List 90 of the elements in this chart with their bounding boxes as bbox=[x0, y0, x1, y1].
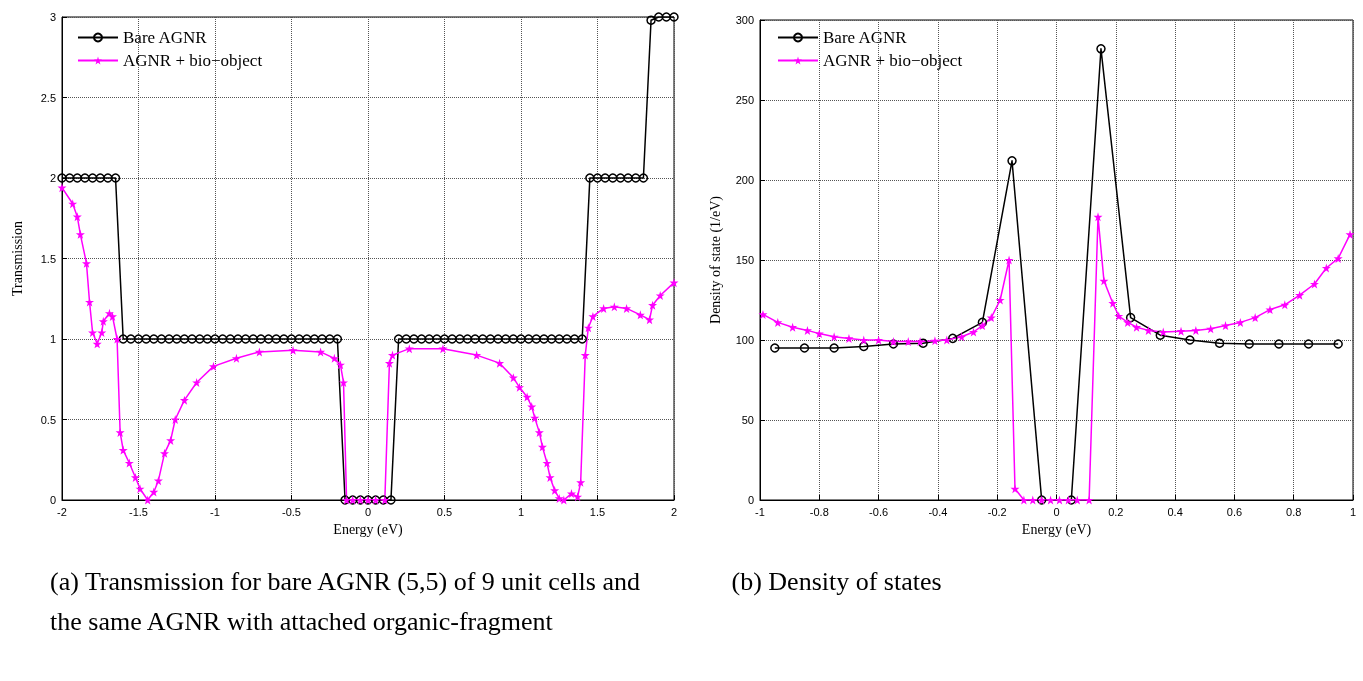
point bbox=[773, 317, 783, 327]
point bbox=[1309, 279, 1319, 289]
y-axis-title: Transmission bbox=[9, 221, 25, 296]
legend-label: AGNR + bio−object bbox=[123, 51, 263, 70]
x-axis-title: Energy (eV) bbox=[333, 521, 403, 538]
x-tick-label: 1.5 bbox=[589, 505, 606, 518]
x-tick-label: -1 bbox=[210, 505, 220, 518]
point bbox=[788, 322, 798, 332]
x-tick-label: 1 bbox=[1349, 505, 1357, 518]
x-tick-label: 0.5 bbox=[436, 505, 453, 518]
x-tick-label: 0.6 bbox=[1226, 505, 1243, 518]
point bbox=[977, 317, 988, 328]
y-tick-label: 50 bbox=[741, 414, 754, 426]
point bbox=[844, 333, 854, 343]
point bbox=[1028, 495, 1038, 505]
text: (a) Transmission for bare AGNR (5,5) of 9 unit cells and the same AGNR with attached organic-fragment bbox=[50, 566, 647, 636]
point bbox=[1123, 317, 1133, 327]
y-tick-label: 2 bbox=[49, 172, 56, 184]
point bbox=[957, 332, 967, 342]
point bbox=[829, 343, 839, 353]
x-tick-label: -0.6 bbox=[869, 505, 889, 518]
y-tick-label: 100 bbox=[735, 334, 754, 346]
x-tick-label: -0.5 bbox=[282, 505, 301, 518]
point bbox=[1333, 339, 1343, 349]
y-tick-label: 2.5 bbox=[40, 91, 56, 104]
point bbox=[995, 295, 1005, 305]
point bbox=[874, 335, 884, 345]
point bbox=[1072, 495, 1082, 505]
y-tick-label: 0.5 bbox=[40, 413, 56, 426]
point bbox=[1063, 495, 1073, 505]
x-tick-label: 0.4 bbox=[1167, 505, 1183, 518]
point bbox=[859, 341, 869, 352]
point bbox=[1321, 263, 1331, 273]
point bbox=[947, 333, 958, 344]
point bbox=[1054, 495, 1064, 505]
point bbox=[1206, 324, 1216, 334]
point bbox=[1235, 317, 1245, 327]
y-tick-label: 200 bbox=[735, 174, 754, 186]
point bbox=[1114, 311, 1124, 321]
x-axis-title: Energy (eV) bbox=[1021, 521, 1092, 538]
legend-label: AGNR + bio−object bbox=[823, 51, 963, 70]
point bbox=[1066, 495, 1077, 505]
point bbox=[1191, 325, 1201, 335]
point bbox=[1303, 339, 1314, 349]
point bbox=[1280, 300, 1290, 310]
point bbox=[1108, 298, 1118, 308]
legend-label: Bare AGNR bbox=[123, 28, 208, 47]
point bbox=[1274, 339, 1284, 349]
point bbox=[1214, 338, 1225, 348]
point bbox=[1084, 495, 1094, 505]
point bbox=[1019, 495, 1029, 505]
x-tick-label: -1.5 bbox=[129, 505, 148, 518]
y-tick-label: 150 bbox=[735, 254, 754, 266]
legend-label: Bare AGNR bbox=[823, 28, 908, 47]
x-tick-label: -0.2 bbox=[987, 505, 1007, 518]
point bbox=[1176, 326, 1186, 336]
point bbox=[1004, 255, 1014, 265]
x-tick-label: 2 bbox=[670, 505, 678, 518]
point bbox=[968, 327, 978, 337]
x-tick-label: 0 bbox=[1053, 505, 1060, 518]
point bbox=[1185, 335, 1195, 345]
x-tick-label: 0.8 bbox=[1286, 505, 1302, 518]
x-tick-label: 1 bbox=[517, 505, 525, 518]
y-tick-label: 1.5 bbox=[40, 252, 56, 265]
point bbox=[1345, 229, 1355, 239]
x-tick-label: -1 bbox=[755, 505, 765, 518]
point bbox=[1132, 322, 1142, 332]
y-tick-label: 1 bbox=[49, 333, 56, 345]
point bbox=[770, 343, 780, 353]
x-tick-label: -0.4 bbox=[928, 505, 948, 518]
point bbox=[758, 309, 768, 319]
y-tick-label: 250 bbox=[735, 94, 754, 106]
x-tick-label: 0.2 bbox=[1108, 505, 1124, 518]
x-tick-label: 0 bbox=[364, 505, 372, 518]
y-axis-title: Density of state (1/eV) bbox=[707, 195, 724, 324]
point bbox=[1295, 290, 1305, 300]
x-tick-label: -2 bbox=[57, 505, 67, 518]
y-tick-label: 3 bbox=[49, 11, 56, 23]
y-tick-label: 0 bbox=[747, 494, 754, 506]
point bbox=[1244, 339, 1254, 349]
y-tick-label: 0 bbox=[49, 494, 56, 506]
point bbox=[1007, 156, 1017, 166]
y-tick-label: 300 bbox=[735, 14, 754, 26]
point bbox=[1333, 253, 1343, 263]
point bbox=[1046, 495, 1056, 505]
point bbox=[1125, 312, 1136, 323]
text: (b) Density of states bbox=[731, 566, 942, 596]
x-tick-label: -0.8 bbox=[809, 505, 829, 518]
point bbox=[1096, 44, 1106, 54]
point bbox=[799, 343, 810, 353]
